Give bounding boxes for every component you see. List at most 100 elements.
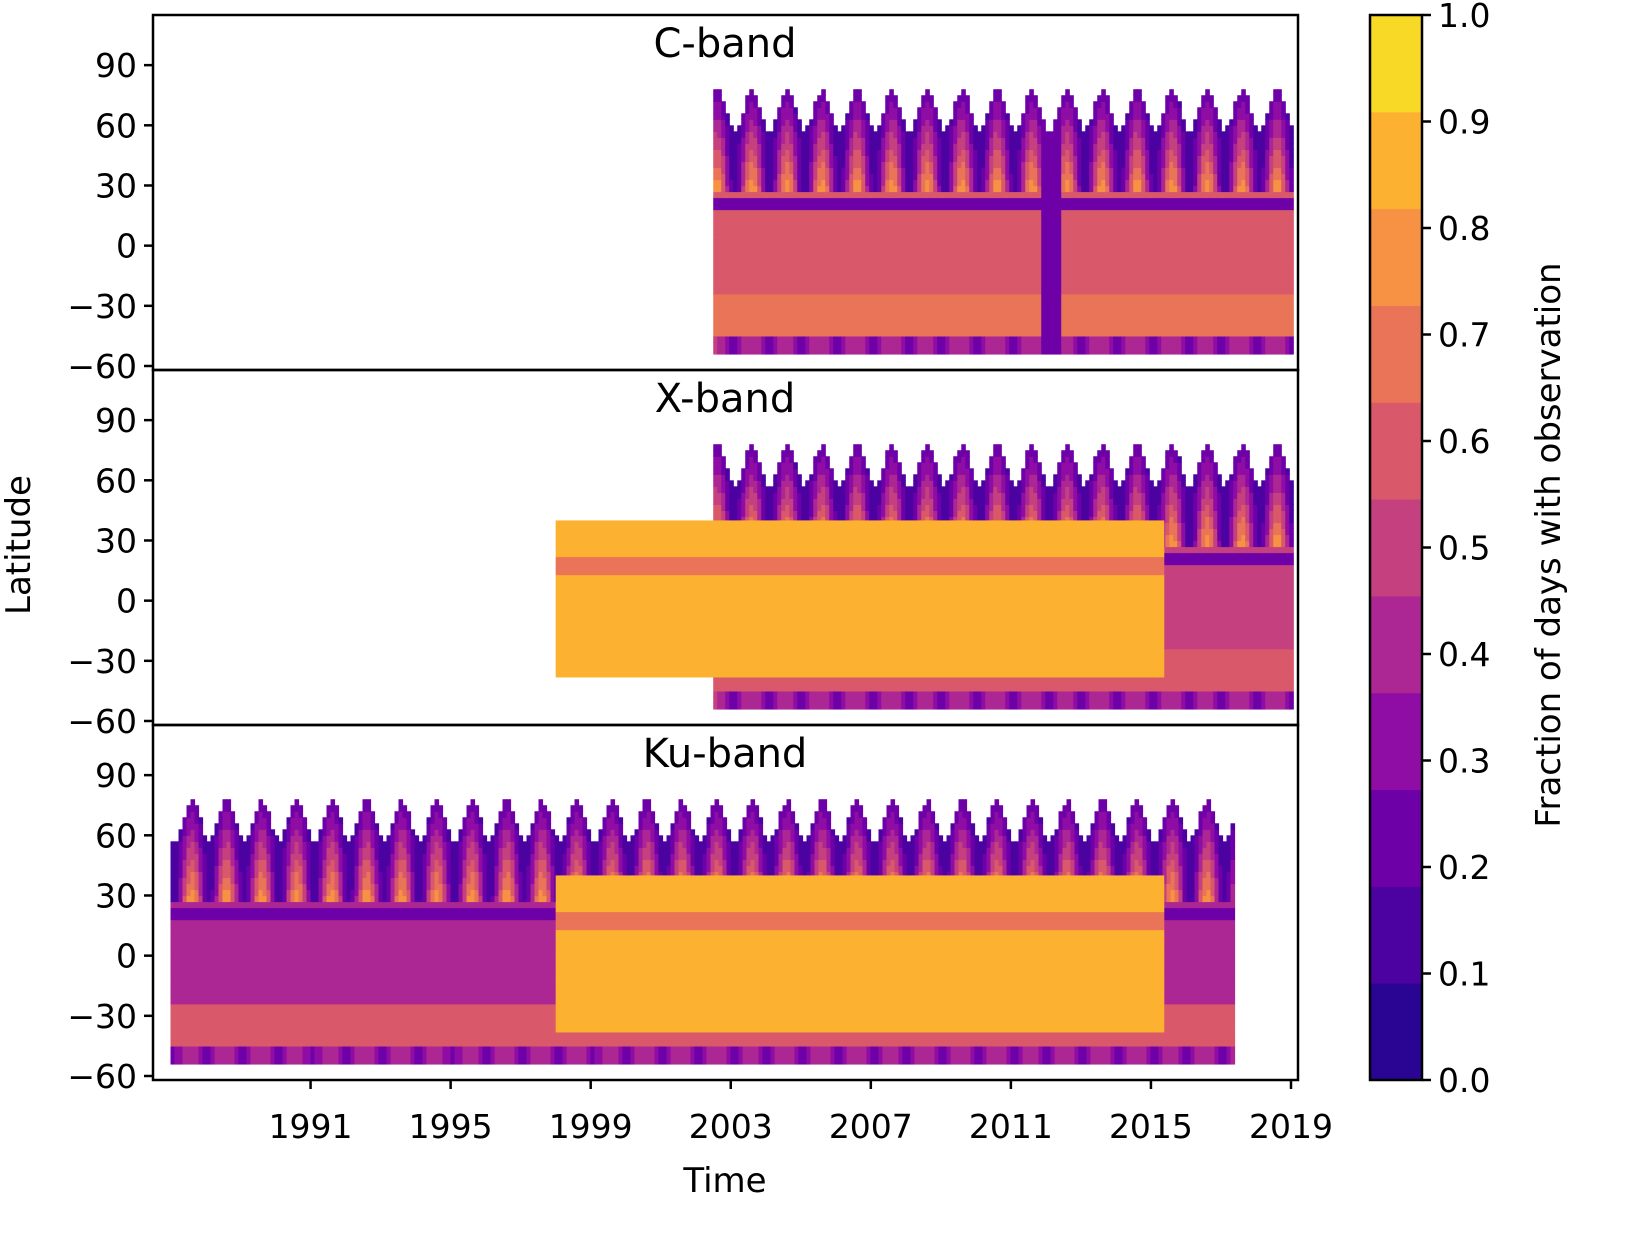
heat-cell [997,318,1002,325]
heat-cell [1133,270,1138,277]
heat-cell [833,312,838,319]
heat-cell [785,342,790,349]
heat-cell [1141,300,1146,307]
heat-cell [953,228,958,235]
heat-cell [801,216,806,223]
heat-cell [861,288,866,295]
heat-cell [1141,204,1146,211]
heat-cell [969,234,974,241]
heat-cell [1013,173,1018,180]
heat-cell [717,270,722,277]
heat-cell [989,119,994,126]
heat-cell [749,191,754,198]
heat-cell [945,204,950,211]
heat-cell [873,143,878,150]
heat-cell [981,155,986,162]
heat-cell [1005,173,1010,180]
heat-cell [997,185,1002,192]
heat-cell [749,294,754,301]
heat-cell [777,179,782,186]
heat-cell [1057,143,1062,150]
heat-cell [1029,336,1034,343]
heat-cell [957,294,962,301]
heat-cell [1133,252,1138,259]
heat-cell [865,191,870,198]
heat-cell [1037,210,1042,217]
heat-cell [1125,167,1130,174]
heat-cell [917,191,922,198]
heat-cell [749,179,754,186]
heat-cell [981,276,986,283]
heat-cell [745,282,750,289]
heat-cell [893,252,898,259]
heat-cell [969,288,974,295]
heat-cell [845,342,850,349]
heat-cell [1053,282,1058,289]
heat-cell [717,125,722,132]
heat-cell [1125,210,1130,217]
heat-cell [865,216,870,223]
heat-cell [1133,306,1138,313]
heat-cell [1021,137,1026,144]
heat-cell [937,185,942,192]
heat-cell [1001,167,1006,174]
heat-cell [921,228,926,235]
heat-cell [841,210,846,217]
heat-cell [1065,113,1070,120]
heat-cell [901,300,906,307]
heat-cell [1029,161,1034,168]
heat-cell [925,300,930,307]
heat-cell [925,101,930,108]
heat-cell [1125,234,1130,241]
heat-cell [1073,234,1078,241]
heat-cell [805,161,810,168]
heat-cell [1077,318,1082,325]
heat-cell [893,210,898,217]
heat-cell [1013,300,1018,307]
heat-cell [1073,204,1078,211]
heat-cell [917,264,922,271]
heat-cell [777,246,782,253]
heat-cell [813,348,818,355]
heat-cell [873,246,878,253]
heat-cell [729,312,734,319]
heat-cell [737,312,742,319]
heat-cell [1137,95,1142,102]
heat-cell [1117,276,1122,283]
heat-cell [745,228,750,235]
heat-cell [965,119,970,126]
heat-cell [1009,167,1014,174]
heat-cell [965,101,970,108]
heat-cell [917,318,922,325]
heat-cell [965,312,970,319]
heat-cell [769,222,774,229]
heat-cell [841,342,846,349]
heat-cell [1109,342,1114,349]
heat-cell [1133,167,1138,174]
heat-cell [741,300,746,307]
heat-cell [805,300,810,307]
heat-cell [1001,294,1006,301]
heat-cell [949,149,954,156]
heat-cell [789,300,794,307]
heat-cell [1029,222,1034,229]
heat-cell [893,312,898,319]
heat-cell [981,167,986,174]
heat-cell [1065,149,1070,156]
heat-cell [1069,137,1074,144]
heat-cell [869,216,874,223]
heat-cell [953,234,958,241]
heat-cell [1005,185,1010,192]
heat-cell [873,306,878,313]
heat-cell [1069,191,1074,198]
heat-cell [845,210,850,217]
heat-cell [997,348,1002,355]
heat-cell [733,294,738,301]
heat-cell [829,204,834,211]
heat-cell [1101,198,1106,205]
heat-cell [841,191,846,198]
heat-cell [741,318,746,325]
heat-cell [721,246,726,253]
heat-cell [809,276,814,283]
heat-cell [773,210,778,217]
